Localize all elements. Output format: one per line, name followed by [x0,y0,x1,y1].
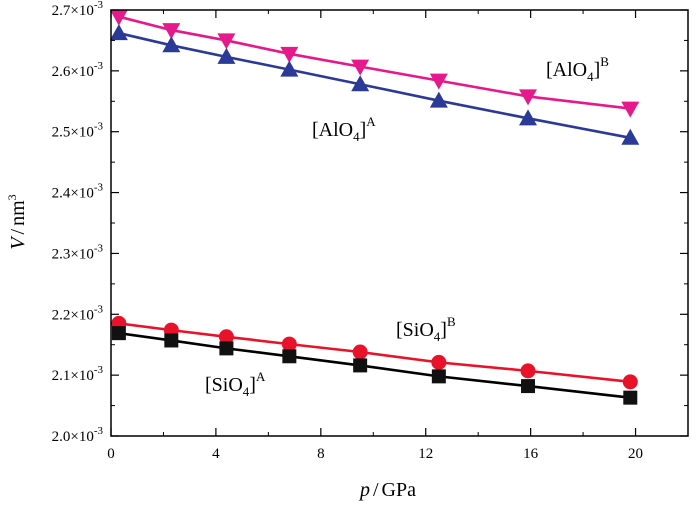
series-line-3 [118,331,631,399]
data-point [431,354,447,370]
series-line-0 [118,15,631,110]
data-point [109,9,128,26]
x-tick-label: 0 [107,446,115,462]
x-tick-label: 12 [418,446,433,462]
data-point [353,358,368,373]
data-point [164,333,179,348]
data-point [217,47,236,64]
label-alo4-b: [AlO4]B [546,54,609,84]
data-point [109,24,128,41]
y-axis-unit: nm [7,200,29,226]
data-point [111,326,126,341]
x-axis-title: p / GPa [358,479,416,501]
y-axis-unit-sup: 3 [5,194,19,200]
data-point [162,23,181,40]
data-point [219,341,234,356]
x-tick-label: 8 [317,446,325,462]
data-point [282,349,297,364]
y-axis-title: V/nm3 [5,194,29,249]
data-point [162,36,181,53]
data-point [217,33,236,50]
data-point [280,60,299,77]
y-tick-label: 2.7×10-3 [52,0,104,19]
plot-frame [110,9,689,437]
data-point [431,369,446,384]
data-point [351,59,370,76]
y-tick-label: 2.2×10-3 [52,303,104,323]
series-line-2 [118,322,631,384]
data-point [621,128,640,145]
y-tick-label: 2.6×10-3 [52,60,104,80]
x-tick-label: 4 [212,446,220,462]
series-lines [118,15,631,399]
data-point [218,329,234,345]
data-point [429,91,448,108]
y-tick-label: 2.4×10-3 [52,182,104,202]
x-tick-label: 20 [628,446,643,462]
label-sio4-b: [SiO4]B [396,314,456,344]
label-alo4-a: [AlO4]A [312,114,376,144]
data-point [429,73,448,90]
data-point [521,379,536,394]
data-point [519,89,538,106]
data-point [519,109,538,126]
data-point [621,101,640,118]
x-axis-unit: GPa [382,479,417,501]
y-tick-label: 2.5×10-3 [52,121,104,141]
series-markers [109,9,640,405]
data-point [520,363,536,379]
data-point [280,46,299,63]
x-tick-label: 16 [523,446,539,462]
data-point [351,75,370,92]
axis-ticks: 0 4 8 12 16 20 2.0×10-3 2.1×10-3 2.2×10-3 2.3×10-… [52,0,688,462]
data-point [623,390,638,405]
data-point [281,336,297,352]
x-axis-var: p [358,479,370,501]
series-line-1 [118,31,631,140]
y-tick-label: 2.0×10-3 [52,425,104,445]
data-point [352,344,368,360]
y-tick-label: 2.1×10-3 [52,364,104,384]
y-axis-var: V [7,235,29,250]
data-point [622,374,638,390]
label-sio4-a: [SiO4]A [205,369,266,399]
y-tick-label: 2.3×10-3 [52,242,104,262]
